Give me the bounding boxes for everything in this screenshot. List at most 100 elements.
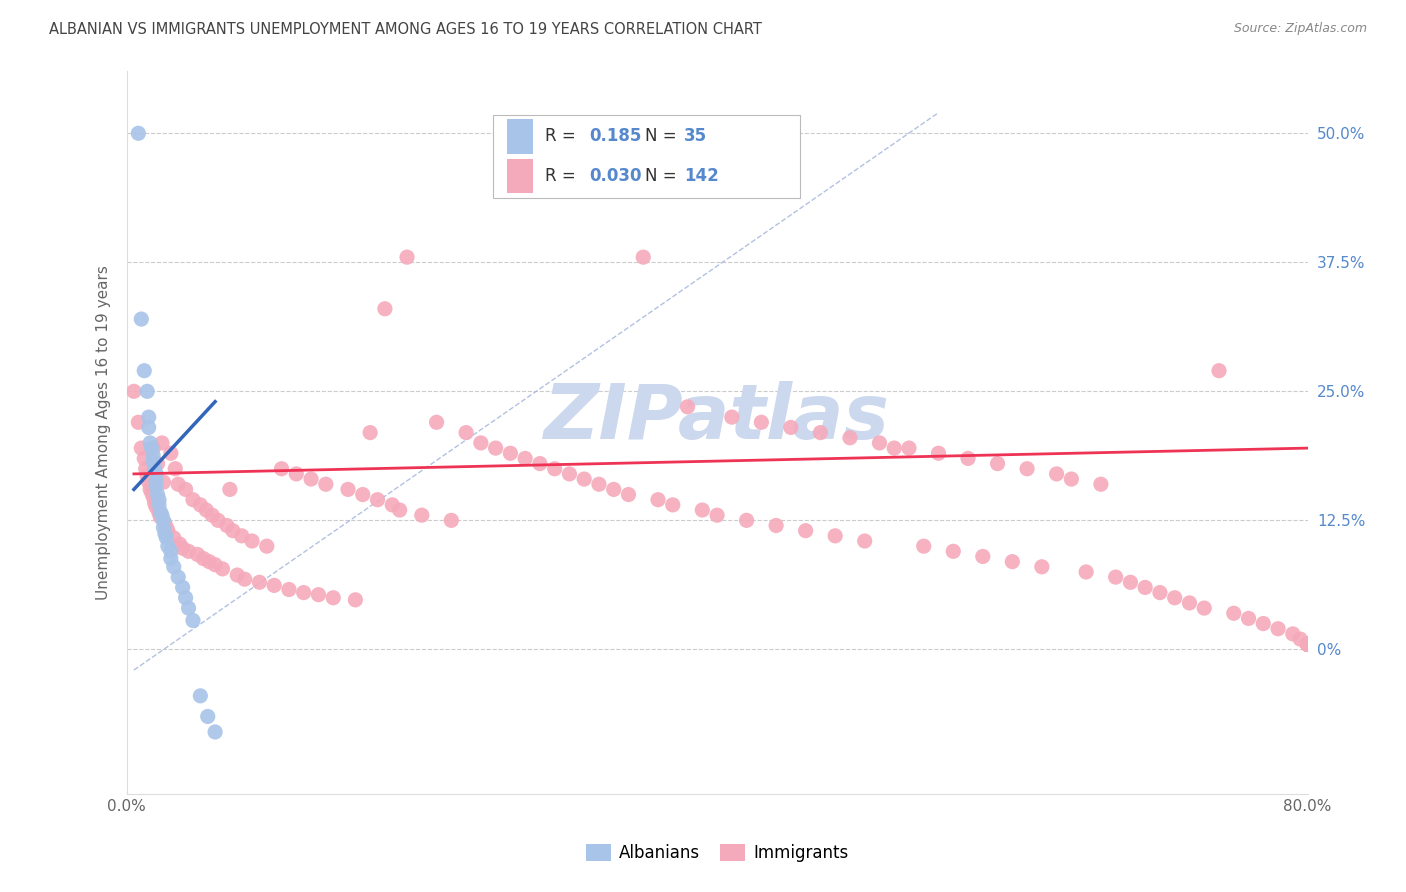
Point — [177, 601, 200, 615]
Point — [972, 549, 994, 564]
Point — [204, 558, 226, 572]
Point — [142, 448, 165, 462]
Point — [853, 533, 876, 548]
Text: Source: ZipAtlas.com: Source: ZipAtlas.com — [1233, 22, 1367, 36]
Point — [1296, 637, 1319, 651]
Point — [1192, 601, 1215, 615]
Point — [292, 585, 315, 599]
Point — [367, 492, 389, 507]
Point — [765, 518, 787, 533]
Point — [143, 496, 166, 510]
Point — [285, 467, 308, 481]
Point — [134, 364, 156, 378]
Point — [1296, 637, 1319, 651]
Point — [240, 533, 263, 548]
Point — [588, 477, 610, 491]
Point — [149, 510, 172, 524]
Point — [1135, 581, 1157, 595]
Point — [263, 578, 285, 592]
Point — [150, 508, 173, 523]
Text: R =: R = — [544, 128, 581, 145]
Point — [1119, 575, 1142, 590]
Point — [1105, 570, 1128, 584]
Point — [127, 415, 149, 429]
Point — [1237, 611, 1260, 625]
Point — [160, 544, 183, 558]
Point — [374, 301, 396, 316]
Text: 0.030: 0.030 — [589, 167, 643, 186]
Point — [188, 689, 212, 703]
Point — [270, 462, 292, 476]
Point — [138, 410, 160, 425]
Point — [928, 446, 950, 460]
Point — [344, 592, 367, 607]
Point — [226, 568, 249, 582]
Point — [136, 469, 159, 483]
Point — [141, 485, 163, 500]
Point — [617, 487, 640, 501]
Point — [181, 614, 204, 628]
FancyBboxPatch shape — [506, 119, 533, 153]
Point — [1296, 637, 1319, 651]
Point — [155, 531, 177, 545]
Point — [396, 250, 419, 264]
Point — [148, 492, 170, 507]
Point — [359, 425, 381, 440]
Point — [143, 462, 166, 476]
Point — [195, 503, 218, 517]
Point — [127, 126, 149, 140]
Point — [1076, 565, 1098, 579]
Point — [207, 513, 229, 527]
Point — [352, 487, 374, 501]
Point — [411, 508, 433, 523]
Point — [529, 457, 551, 471]
Legend: Albanians, Immigrants: Albanians, Immigrants — [579, 837, 855, 869]
Point — [233, 572, 256, 586]
Point — [152, 513, 174, 527]
Point — [470, 436, 492, 450]
Point — [219, 483, 242, 497]
Point — [156, 539, 179, 553]
Point — [177, 544, 200, 558]
Point — [1289, 632, 1312, 646]
Point — [780, 420, 803, 434]
Point — [135, 462, 157, 476]
Point — [167, 477, 190, 491]
Point — [204, 725, 226, 739]
Point — [1178, 596, 1201, 610]
Text: 142: 142 — [683, 167, 718, 186]
Point — [499, 446, 522, 460]
Point — [181, 492, 204, 507]
Point — [231, 529, 253, 543]
Text: N =: N = — [645, 128, 682, 145]
Point — [337, 483, 360, 497]
Point — [942, 544, 965, 558]
Point — [153, 516, 176, 531]
Point — [1296, 637, 1319, 651]
Point — [810, 425, 832, 440]
Point — [146, 487, 169, 501]
Text: N =: N = — [645, 167, 682, 186]
Point — [603, 483, 626, 497]
Point — [322, 591, 344, 605]
Point — [440, 513, 463, 527]
Point — [160, 551, 183, 566]
Text: 35: 35 — [683, 128, 707, 145]
Point — [1296, 637, 1319, 651]
Point — [145, 500, 167, 514]
Point — [1046, 467, 1069, 481]
Point — [163, 559, 186, 574]
Point — [174, 483, 197, 497]
Point — [1296, 637, 1319, 651]
Text: 0.185: 0.185 — [589, 128, 643, 145]
Point — [152, 520, 174, 534]
Point — [1001, 555, 1024, 569]
Point — [838, 431, 860, 445]
Point — [1090, 477, 1112, 491]
Point — [299, 472, 322, 486]
Point — [1031, 559, 1053, 574]
Point — [145, 479, 167, 493]
Point — [165, 462, 187, 476]
Point — [1164, 591, 1187, 605]
Point — [315, 477, 337, 491]
